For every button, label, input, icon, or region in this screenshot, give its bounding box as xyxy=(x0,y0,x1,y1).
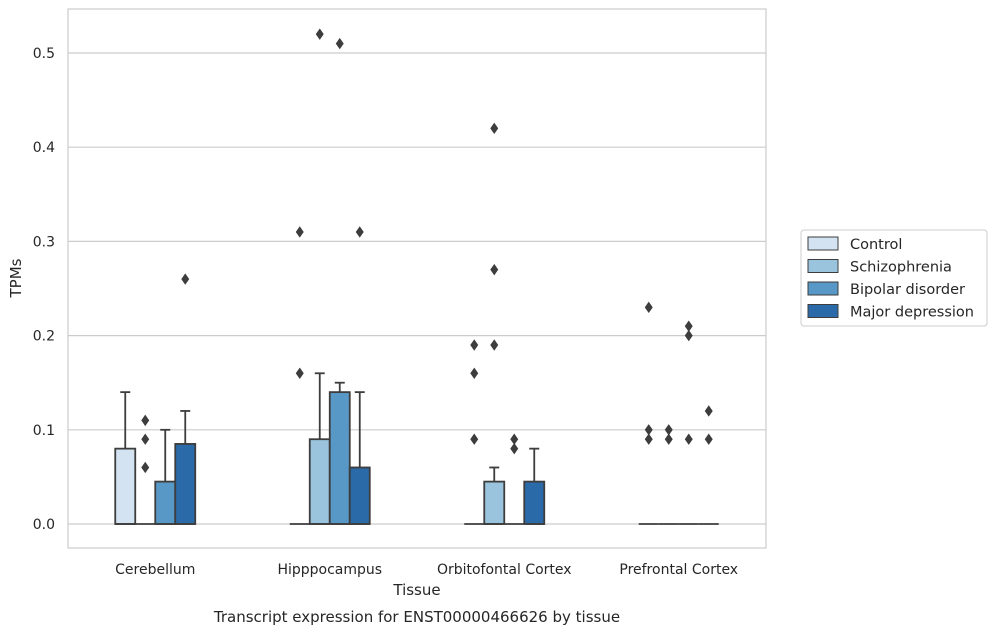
outlier-point xyxy=(295,367,304,379)
outlier-point xyxy=(684,320,693,332)
box-body xyxy=(348,466,371,525)
chart-caption: Transcript expression for ENST0000046662… xyxy=(213,608,620,626)
box-schizophrenia xyxy=(658,424,679,525)
outlier-point xyxy=(335,37,344,50)
outlier-point xyxy=(644,433,653,445)
outlier-point xyxy=(684,433,693,445)
legend-label: Major depression xyxy=(850,305,974,321)
outlier-point xyxy=(141,433,150,445)
outlier-point xyxy=(704,405,713,417)
x-tick-label: Hipppocampus xyxy=(277,562,382,578)
box-body xyxy=(328,391,351,525)
box-bipolar-disorder xyxy=(328,37,351,525)
outlier-point xyxy=(684,329,693,342)
outlier-point xyxy=(315,28,324,40)
outlier-point xyxy=(490,122,499,135)
legend-swatch xyxy=(807,259,839,273)
legend-label: Control xyxy=(850,237,902,253)
legend-label: Bipolar disorder xyxy=(850,282,965,298)
box-bipolar-disorder xyxy=(504,433,525,525)
box-major-depression xyxy=(174,273,197,525)
x-axis-label: Tissue xyxy=(392,581,440,599)
outlier-point xyxy=(644,301,653,314)
outlier-point xyxy=(664,433,673,445)
outlier-point xyxy=(141,461,150,474)
outlier-point xyxy=(644,424,653,436)
outlier-point xyxy=(510,433,519,445)
box-body xyxy=(114,447,137,525)
outlier-point xyxy=(141,414,150,427)
box-schizophrenia xyxy=(135,414,156,525)
y-tick-label: 0.5 xyxy=(33,46,55,62)
y-tick-label: 0.0 xyxy=(33,517,55,533)
y-axis-label: TPMs xyxy=(7,258,25,298)
box-marks xyxy=(114,28,719,525)
outlier-point xyxy=(181,273,190,285)
legend-label: Schizophrenia xyxy=(850,260,952,276)
x-tick-label: Prefrontal Cortex xyxy=(619,562,738,578)
x-tick-label: Orbitofontal Cortex xyxy=(437,562,572,578)
box-major-depression xyxy=(523,447,546,525)
box-bipolar-disorder xyxy=(154,428,177,525)
outlier-point xyxy=(490,339,499,351)
y-tick-label: 0.1 xyxy=(33,423,55,439)
box-schizophrenia xyxy=(308,28,331,525)
y-tick-label: 0.2 xyxy=(33,329,55,345)
box-major-depression xyxy=(698,405,719,525)
box-schizophrenia xyxy=(483,122,506,525)
outlier-point xyxy=(470,367,479,379)
y-tick-label: 0.4 xyxy=(33,140,55,156)
outlier-point xyxy=(664,424,673,436)
y-tick-label: 0.3 xyxy=(33,234,55,250)
box-body xyxy=(174,443,197,525)
box-control xyxy=(638,301,659,525)
box-body xyxy=(154,480,177,525)
outlier-point xyxy=(295,226,304,238)
box-control xyxy=(289,226,310,525)
box-bipolar-disorder xyxy=(678,320,699,525)
outlier-point xyxy=(510,442,519,455)
outlier-point xyxy=(490,263,499,276)
box-control xyxy=(464,339,485,525)
box-body xyxy=(523,480,546,525)
box-body xyxy=(483,480,506,525)
box-control xyxy=(114,391,137,525)
outlier-point xyxy=(355,226,364,238)
legend: Control Schizophrenia Bipolar disorder Majo… xyxy=(800,229,988,327)
plot-frame xyxy=(67,8,767,549)
box-major-depression xyxy=(348,226,371,525)
box-body xyxy=(308,438,331,525)
legend-frame xyxy=(800,229,988,327)
legend-swatch xyxy=(807,236,839,251)
y-axis-ticks: 0.0 0.1 0.2 0.3 0.4 0.5 xyxy=(33,46,55,533)
legend-swatch xyxy=(807,304,839,318)
outlier-point xyxy=(704,433,713,445)
x-axis-ticks: Cerebellum Hipppocampus Orbitofontal Corte… xyxy=(115,562,738,578)
outlier-point xyxy=(470,339,479,351)
legend-swatch xyxy=(807,281,839,296)
outlier-point xyxy=(470,433,479,445)
x-tick-label: Cerebellum xyxy=(115,562,195,578)
